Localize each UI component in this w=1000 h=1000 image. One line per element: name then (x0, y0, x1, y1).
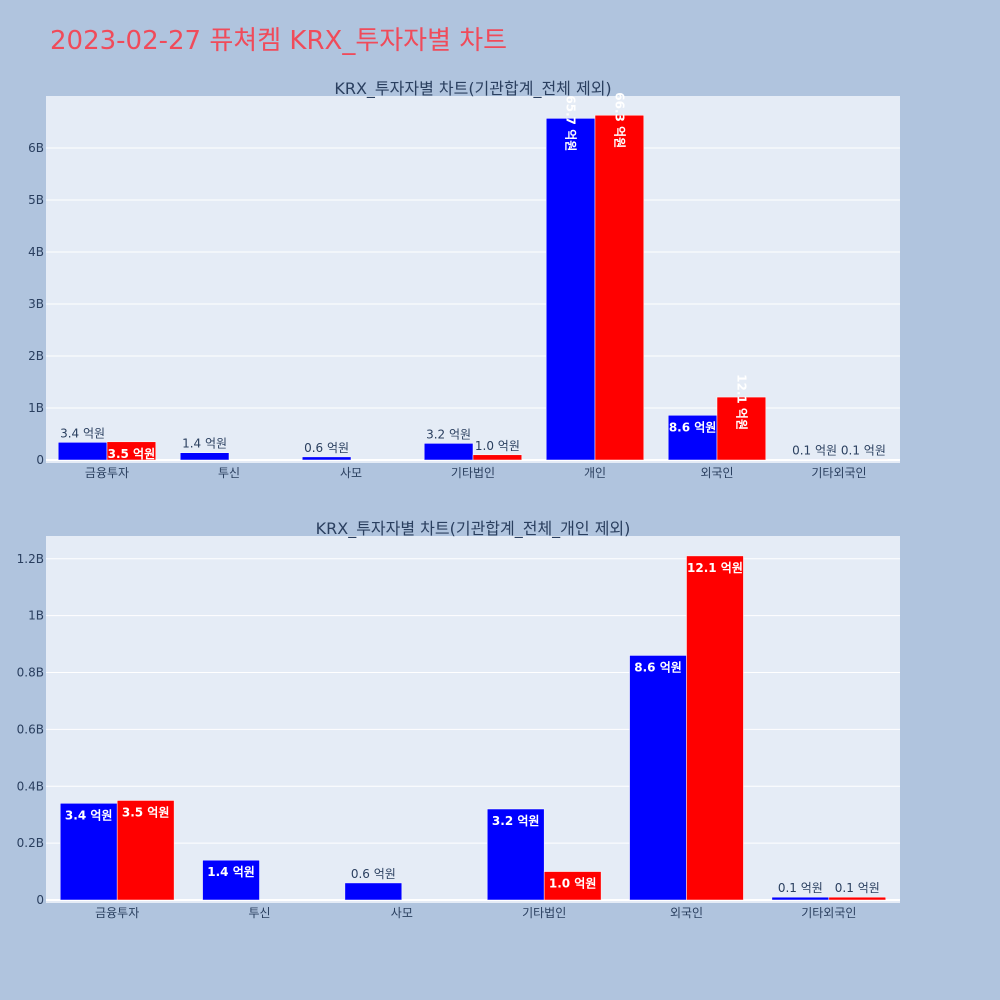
bar-label: 0.1 억원 (778, 881, 823, 895)
bar-s1 (59, 803, 118, 901)
x-tick-label: 사모 (340, 466, 362, 480)
y-tick-label: 0.6B (17, 722, 44, 736)
bar-s2 (686, 555, 744, 901)
bar-s1 (629, 655, 687, 901)
bar-label: 0.1 억원 (841, 443, 886, 457)
bar-label: 0.6 억원 (304, 441, 349, 455)
y-tick-label: 2B (28, 349, 44, 363)
y-tick-label: 3B (28, 297, 44, 311)
x-tick-label: 금융투자 (85, 466, 129, 480)
bar-s1 (771, 896, 830, 901)
bar-s2 (543, 871, 602, 901)
x-tick-label: 사모 (391, 906, 413, 920)
x-tick-label: 기타외국인 (811, 466, 866, 480)
x-tick-label: 금융투자 (95, 906, 139, 920)
bar-label: 3.5 억원 (122, 805, 170, 819)
bar-label: 3.4 억원 (65, 808, 113, 822)
bar-s2 (106, 441, 157, 461)
x-tick-label: 외국인 (700, 466, 733, 480)
bar-s1 (57, 442, 108, 461)
bar-label: 8.6 억원 (634, 660, 682, 674)
chart-top: KRX_투자자별 차트(기관합계_전체 제외) 0 1B 2B 3B 4B 5B 6B 3.4 … (28, 79, 900, 480)
x-tick-label: 외국인 (670, 906, 703, 920)
bar-label: 3.2 억원 (492, 814, 540, 828)
bar-s2 (594, 114, 645, 461)
bar-s2 (838, 459, 889, 461)
x-tick-label: 기타법인 (451, 466, 495, 480)
y-tick-label: 0.8B (17, 666, 44, 680)
bar-s1 (789, 459, 840, 461)
bar-label: 3.2 억원 (426, 427, 471, 441)
y-tick-label: 0.2B (17, 836, 44, 850)
x-tick-label: 기타법인 (522, 906, 566, 920)
bar-label: 3.4 억원 (60, 426, 105, 440)
bar-s1 (545, 118, 596, 461)
x-tick-label: 기타외국인 (801, 906, 856, 920)
bar-s1 (202, 859, 260, 901)
bar-label: 12.1 억원 (734, 374, 748, 430)
x-tick-label: 개인 (584, 466, 606, 480)
y-tick-label: 1B (28, 609, 44, 623)
x-tick-label: 투신 (248, 906, 270, 920)
plot-area (46, 536, 900, 903)
chart-bottom: KRX_투자자별 차트(기관합계_전체_개인 제외) 0 0.2B 0.4B 0.6B 0… (17, 519, 900, 920)
y-tick-label: 4B (28, 245, 44, 259)
page-title: 2023-02-27 퓨쳐켐 KRX_투자자별 차트 (50, 26, 507, 56)
bar-s2 (828, 896, 887, 901)
bar-label: 0.6 억원 (351, 867, 396, 881)
bar-label: 66.3 억원 (612, 92, 626, 148)
bar-s1 (344, 882, 403, 901)
subplot-title: KRX_투자자별 차트(기관합계_전체_개인 제외) (316, 519, 631, 539)
bar-label: 0.1 억원 (792, 443, 837, 457)
y-tick-label: 1.2B (17, 552, 44, 566)
subplot-title: KRX_투자자별 차트(기관합계_전체 제외) (334, 79, 611, 99)
bar-label: 1.0 억원 (549, 877, 597, 891)
y-tick-label: 0 (36, 893, 44, 907)
x-tick-label: 투신 (218, 466, 240, 480)
bar-label: 1.0 억원 (475, 439, 520, 453)
y-tick-label: 0 (36, 453, 44, 467)
bar-s2 (716, 396, 767, 461)
bar-s1 (423, 443, 474, 461)
bar-s2 (116, 800, 175, 901)
bar-label: 3.5 억원 (108, 447, 156, 461)
y-tick-label: 5B (28, 193, 44, 207)
bar-s1 (179, 452, 230, 461)
bar-s1 (301, 456, 352, 461)
y-tick-label: 0.4B (17, 779, 44, 793)
y-tick-label: 6B (28, 141, 44, 155)
bar-label: 0.1 억원 (835, 881, 880, 895)
bar-s2 (472, 454, 523, 461)
bar-label: 12.1 억원 (687, 561, 743, 575)
bar-label: 1.4 억원 (182, 437, 227, 451)
bar-s1 (486, 808, 545, 901)
bar-label: 65.7 억원 (564, 95, 578, 151)
y-tick-label: 1B (28, 401, 44, 415)
bar-label: 8.6 억원 (669, 420, 717, 434)
bar-label: 1.4 억원 (207, 865, 255, 879)
